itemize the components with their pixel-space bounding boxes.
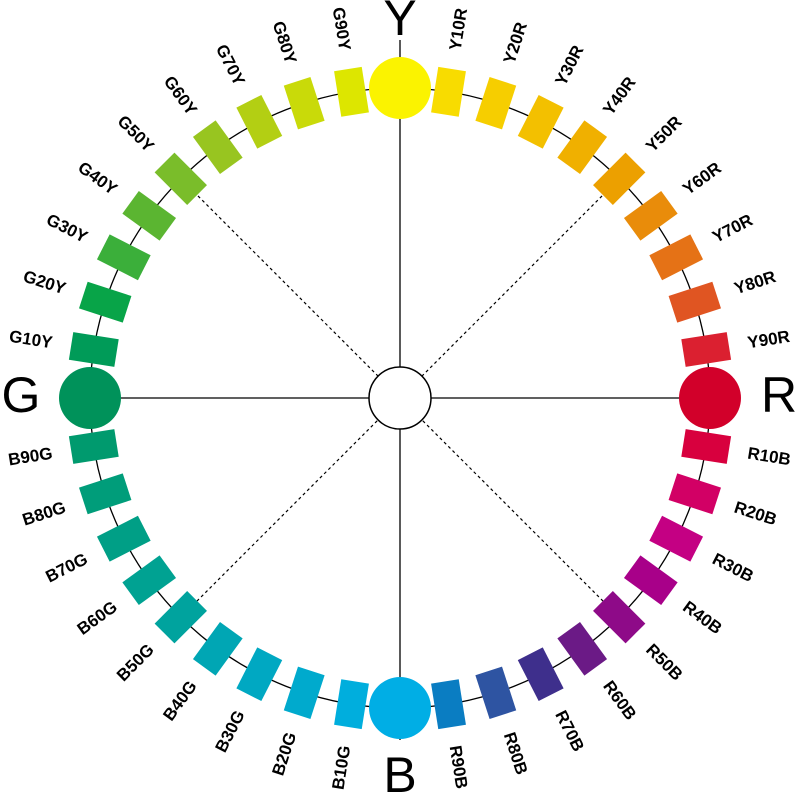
hue-swatch-g60y: [192, 120, 243, 175]
hue-swatch-y60r: [623, 190, 678, 241]
hue-swatch-b10g: [334, 679, 369, 730]
hue-swatch-g70y: [236, 94, 283, 149]
hue-label-b70g: B70G: [43, 549, 91, 586]
hue-swatch-y40r: [557, 120, 608, 175]
hue-label-b50g: B50G: [113, 640, 158, 685]
hue-label-y20r: Y20R: [500, 20, 531, 66]
hue-swatch-g40y: [122, 190, 177, 241]
hue-label-b30g: B30G: [212, 707, 249, 755]
hue-label-y80r: Y80R: [732, 267, 778, 298]
hue-swatch-r80b: [475, 666, 517, 720]
hue-label-y50r: Y50R: [642, 112, 686, 156]
hue-label-y10r: Y10R: [446, 7, 471, 52]
hue-swatch-g50y: [154, 152, 207, 205]
hue-swatch-r50b: [593, 591, 646, 644]
primary-label-r: R: [761, 367, 797, 423]
primary-label-y: Y: [383, 0, 416, 46]
primary-circle-y: [369, 57, 431, 119]
hue-label-r10b: R10B: [746, 444, 792, 470]
hue-swatch-b90g: [68, 429, 119, 464]
hue-swatch-y50r: [593, 152, 646, 205]
hue-swatch-b40g: [192, 621, 243, 676]
hue-label-b10g: B10G: [329, 744, 355, 791]
hue-label-g80y: G80Y: [269, 19, 301, 67]
hue-label-y90r: Y90R: [746, 327, 791, 352]
hue-swatch-r20b: [668, 473, 722, 515]
primary-circle-b: [369, 677, 431, 739]
diagonal-line: [180, 178, 620, 618]
hue-swatch-g20y: [78, 281, 132, 323]
hue-label-y70r: Y70R: [709, 210, 756, 246]
hue-swatches: [59, 57, 741, 739]
hue-label-r80b: R80B: [500, 730, 532, 777]
hue-swatch-g10y: [68, 332, 119, 367]
primary-label-g: G: [2, 367, 41, 423]
diagonal-line: [180, 178, 620, 618]
hue-label-g60y: G60Y: [160, 72, 201, 119]
hue-label-y40r: Y40R: [599, 73, 639, 119]
hue-swatch-b20g: [283, 666, 325, 720]
hue-label-y30r: Y30R: [551, 42, 587, 89]
hue-swatch-b60g: [122, 555, 177, 606]
hue-label-r30b: R30B: [709, 549, 756, 586]
hue-swatch-y30r: [517, 94, 564, 149]
hue-swatch-y10r: [431, 66, 466, 117]
hue-swatch-r60b: [557, 621, 608, 676]
hue-swatch-g90y: [334, 66, 369, 117]
hue-label-b80g: B80G: [20, 498, 68, 530]
hue-label-g90y: G90Y: [329, 6, 355, 53]
hue-swatch-g80y: [283, 76, 325, 130]
center-neutral-circle: [368, 366, 432, 430]
hue-label-g20y: G20Y: [21, 267, 69, 299]
hue-swatch-b70g: [96, 515, 151, 562]
hue-swatch-y80r: [668, 281, 722, 323]
hue-label-r40b: R40B: [679, 597, 725, 638]
hue-label-g10y: G10Y: [8, 327, 55, 353]
hue-swatch-r10b: [681, 429, 732, 464]
hue-label-r90b: R90B: [446, 744, 472, 790]
hue-label-g30y: G30Y: [43, 210, 91, 247]
hue-swatch-r40b: [623, 555, 678, 606]
hue-label-r70b: R70B: [551, 707, 588, 754]
hue-label-b90g: B90G: [7, 444, 54, 470]
primary-label-b: B: [383, 747, 416, 798]
hue-swatch-b80g: [78, 473, 132, 515]
hue-label-r50b: R50B: [642, 640, 686, 684]
hue-label-r60b: R60B: [599, 677, 640, 723]
hue-label-b20g: B20G: [268, 730, 300, 778]
hue-swatch-y90r: [681, 332, 732, 367]
hue-label-g70y: G70Y: [212, 41, 249, 89]
hue-swatch-g30y: [96, 234, 151, 281]
hue-swatch-y70r: [649, 234, 704, 281]
hue-swatch-b30g: [236, 647, 283, 702]
hue-label-g40y: G40Y: [74, 158, 121, 199]
hue-swatch-r90b: [431, 679, 466, 730]
hue-label-r20b: R20B: [732, 498, 779, 530]
primary-circle-r: [679, 367, 741, 429]
hue-label-g50y: G50Y: [114, 112, 159, 157]
hue-swatch-b50g: [154, 591, 207, 644]
hue-label-b40g: B40G: [159, 677, 200, 724]
hue-label-y60r: Y60R: [679, 158, 725, 198]
hue-swatch-r30b: [649, 515, 704, 562]
hue-label-b60g: B60G: [74, 597, 121, 638]
hue-swatch-r70b: [517, 647, 564, 702]
hue-swatch-y20r: [475, 76, 517, 130]
primary-circle-g: [59, 367, 121, 429]
